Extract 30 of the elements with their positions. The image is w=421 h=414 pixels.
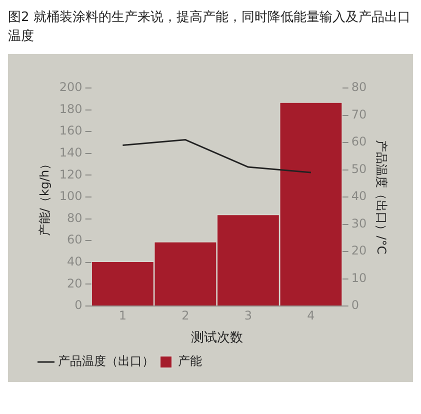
y2-tick-label: 30	[351, 216, 367, 230]
y-tick-label: 160	[59, 124, 82, 138]
y-tick-label: 80	[67, 210, 82, 225]
y-tick-label: 40	[67, 254, 82, 269]
y-tick-label: 20	[67, 276, 82, 290]
chart-title: 图2 就桶装涂料的生产来说，提高产能，同时降低能量输入及产品出口温度	[8, 9, 412, 46]
y2-tick-label: 10	[351, 270, 367, 285]
y2-tick-label: 20	[351, 244, 367, 258]
y2-tick-label: 60	[351, 134, 367, 149]
y2-tick-label: 40	[351, 189, 367, 204]
y-tick-label: 180	[59, 102, 82, 116]
x-tick-label: 4	[307, 308, 315, 322]
y-tick-label: 200	[59, 80, 82, 94]
y2-tick-label: 50	[351, 162, 367, 176]
legend-label: 产能	[178, 354, 202, 368]
legend-label: 产品温度（出口）	[58, 354, 154, 368]
x-tick-label: 3	[244, 308, 252, 322]
x-axis-title: 测试次数	[190, 330, 243, 346]
x-tick-label: 2	[182, 308, 190, 322]
y2-tick-label: 80	[351, 80, 367, 94]
y2-axis-title: 产品温度（出口）/°C	[374, 140, 389, 254]
y2-tick-label: 0	[351, 298, 359, 312]
y-tick-label: 120	[59, 167, 82, 182]
y-tick-label: 60	[67, 232, 82, 247]
x-tick-label: 1	[118, 308, 127, 322]
y-axis-title: 产能/（kg/h）	[37, 158, 52, 236]
y-tick-label: 0	[74, 298, 82, 312]
y-tick-label: 100	[59, 189, 82, 204]
y2-tick-label: 70	[351, 107, 367, 122]
y-tick-label: 140	[59, 146, 82, 160]
